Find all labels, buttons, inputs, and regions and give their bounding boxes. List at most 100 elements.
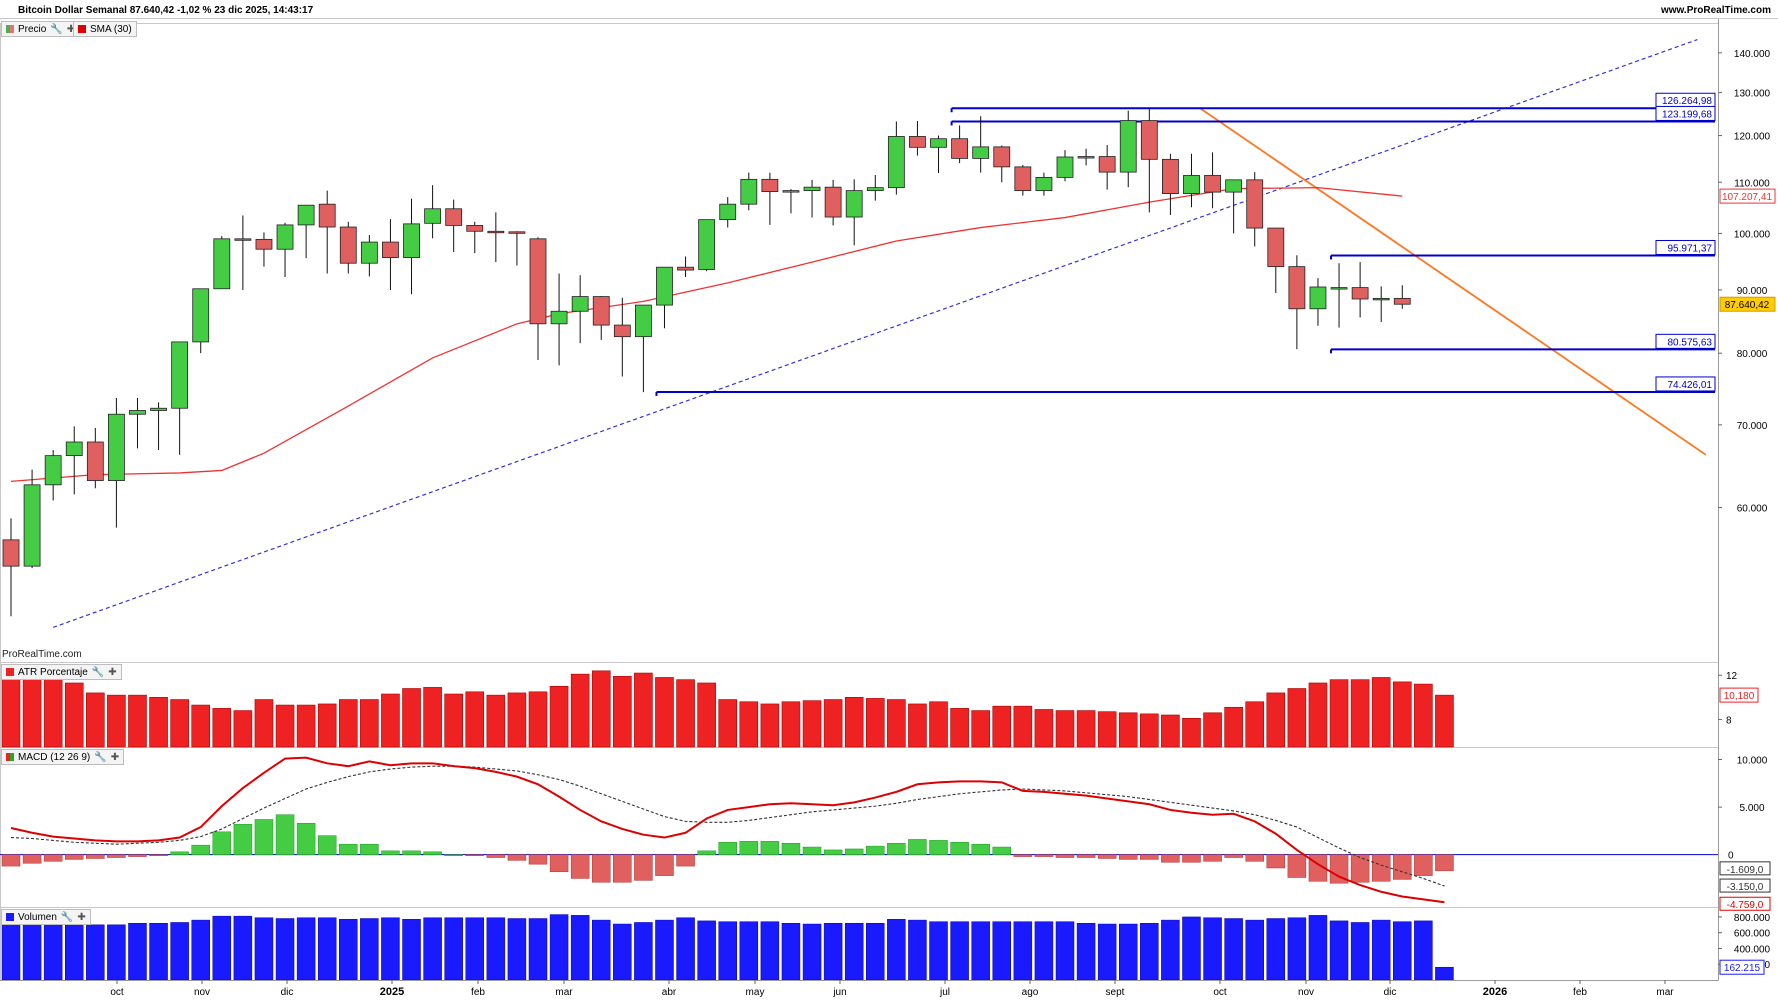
candle-body bbox=[44, 455, 62, 486]
macd-histogram-bar bbox=[1055, 854, 1075, 858]
level-label-box bbox=[1655, 376, 1716, 392]
macd-histogram-bar bbox=[233, 823, 253, 855]
volume-bar bbox=[317, 917, 337, 981]
atr-panel-label[interactable]: ATR Porcentaje 🔧 ✚ bbox=[1, 664, 122, 680]
macd-histogram-bar bbox=[191, 844, 210, 855]
price-tick-label: 120.000 bbox=[1734, 132, 1771, 143]
macd-tick-label: 0 bbox=[1728, 851, 1734, 862]
candle-body bbox=[276, 224, 294, 250]
atr-tick-label: 12 bbox=[1726, 671, 1738, 682]
volume-bar bbox=[107, 924, 126, 981]
candle-body bbox=[360, 241, 378, 264]
atr-bar bbox=[865, 698, 885, 748]
macd-panel-label[interactable]: MACD (12 26 9) 🔧 ✚ bbox=[1, 749, 125, 765]
macd-histogram-bar bbox=[1224, 854, 1243, 858]
macd-tick-label: 5.000 bbox=[1739, 803, 1764, 814]
macd-histogram-bar bbox=[760, 841, 780, 855]
atr-bar bbox=[971, 710, 990, 748]
volume-bar bbox=[22, 922, 42, 981]
price-tick-label: 90.000 bbox=[1737, 286, 1768, 297]
volume-tick-label: 400.000 bbox=[1734, 944, 1771, 955]
atr-bar bbox=[381, 693, 400, 748]
x-tick-label: feb bbox=[471, 987, 485, 998]
volume-bar bbox=[570, 915, 590, 981]
level-label-box bbox=[1655, 105, 1716, 121]
atr-bar bbox=[1, 672, 21, 748]
macd-histogram-bar bbox=[634, 854, 653, 881]
atr-bar bbox=[570, 673, 590, 748]
x-tick-label: feb bbox=[1573, 987, 1587, 998]
last-price-tag: 87.640,42 bbox=[1725, 300, 1770, 311]
atr-bar bbox=[1371, 677, 1391, 748]
macd-histogram-bar bbox=[43, 854, 63, 862]
macd-histogram-bar bbox=[1266, 854, 1286, 869]
volume-bar bbox=[655, 919, 674, 981]
volume-bar bbox=[697, 920, 716, 981]
x-tick-label: jun bbox=[832, 987, 846, 998]
volume-bar bbox=[887, 919, 906, 981]
macd-histogram-bar bbox=[1329, 854, 1349, 884]
level-label: 74.426,01 bbox=[1668, 380, 1713, 391]
candle-body bbox=[972, 146, 990, 159]
macd-signal-line bbox=[10, 765, 1445, 887]
volume-value-tag-box bbox=[1719, 959, 1765, 975]
atr-bar bbox=[1118, 712, 1138, 748]
plus-icon[interactable]: ✚ bbox=[77, 911, 86, 923]
candle-body bbox=[1267, 227, 1285, 268]
atr-bar bbox=[887, 699, 906, 748]
candle-body bbox=[1140, 120, 1158, 160]
candle-body bbox=[951, 138, 968, 159]
volume-bar bbox=[802, 923, 822, 981]
sma-panel-label[interactable]: SMA (30) bbox=[73, 21, 137, 37]
price-tick-label: 70.000 bbox=[1737, 421, 1768, 432]
candle-body bbox=[1288, 266, 1306, 310]
macd-histogram-bar bbox=[1013, 854, 1033, 857]
volume-tick-label: 800.000 bbox=[1734, 913, 1771, 924]
macd-histogram-bar bbox=[1076, 854, 1096, 858]
candle-body bbox=[993, 146, 1011, 168]
wrench-icon[interactable]: 🔧 bbox=[91, 666, 105, 678]
plus-icon[interactable]: ✚ bbox=[66, 23, 76, 35]
candle-body bbox=[108, 413, 125, 481]
atr-panel-name: ATR Porcentaje bbox=[18, 666, 88, 678]
macd-histogram-bar bbox=[1287, 854, 1307, 878]
candle-body bbox=[1077, 156, 1095, 159]
volume-bar bbox=[1329, 920, 1349, 981]
plus-icon[interactable]: ✚ bbox=[108, 666, 117, 678]
atr-bar bbox=[992, 705, 1012, 748]
wrench-icon[interactable]: 🔧 bbox=[50, 23, 63, 35]
volume-bar bbox=[950, 921, 969, 981]
panel-border bbox=[0, 23, 1719, 663]
candle-body bbox=[1246, 179, 1264, 229]
plus-icon[interactable]: ✚ bbox=[110, 751, 120, 763]
wrench-icon[interactable]: 🔧 bbox=[60, 911, 74, 923]
atr-bar bbox=[823, 699, 843, 748]
macd-histogram-bar bbox=[1371, 854, 1391, 882]
wrench-icon[interactable]: 🔧 bbox=[94, 751, 107, 763]
candle-body bbox=[677, 266, 694, 271]
candle-body bbox=[845, 190, 863, 218]
atr-bar bbox=[676, 679, 695, 748]
price-panel-label[interactable]: Precio 🔧 ✚ bbox=[1, 21, 81, 37]
volume-panel-label[interactable]: Volumen 🔧 ✚ bbox=[1, 909, 91, 925]
candle-body bbox=[234, 238, 252, 241]
macd-histogram-bar bbox=[444, 854, 463, 856]
x-tick-label: abr bbox=[662, 987, 677, 998]
macd-histogram-bar bbox=[908, 839, 927, 855]
macd-histogram-bar bbox=[423, 851, 442, 855]
candle-body bbox=[339, 226, 357, 264]
macd-histogram-bar bbox=[739, 841, 759, 855]
volume-bar bbox=[549, 914, 569, 981]
atr-swatch bbox=[6, 668, 14, 676]
macd-histogram-bar bbox=[549, 854, 569, 873]
macd-histogram-bar bbox=[1435, 854, 1454, 872]
macd-histogram-bar bbox=[1118, 854, 1138, 860]
volume-bar bbox=[339, 919, 358, 981]
volume-bar bbox=[760, 921, 780, 981]
volume-bar bbox=[528, 918, 548, 981]
volume-bar bbox=[1350, 922, 1370, 981]
macd-swatch bbox=[6, 753, 14, 761]
atr-bar bbox=[739, 701, 759, 748]
candle-body bbox=[866, 187, 884, 192]
